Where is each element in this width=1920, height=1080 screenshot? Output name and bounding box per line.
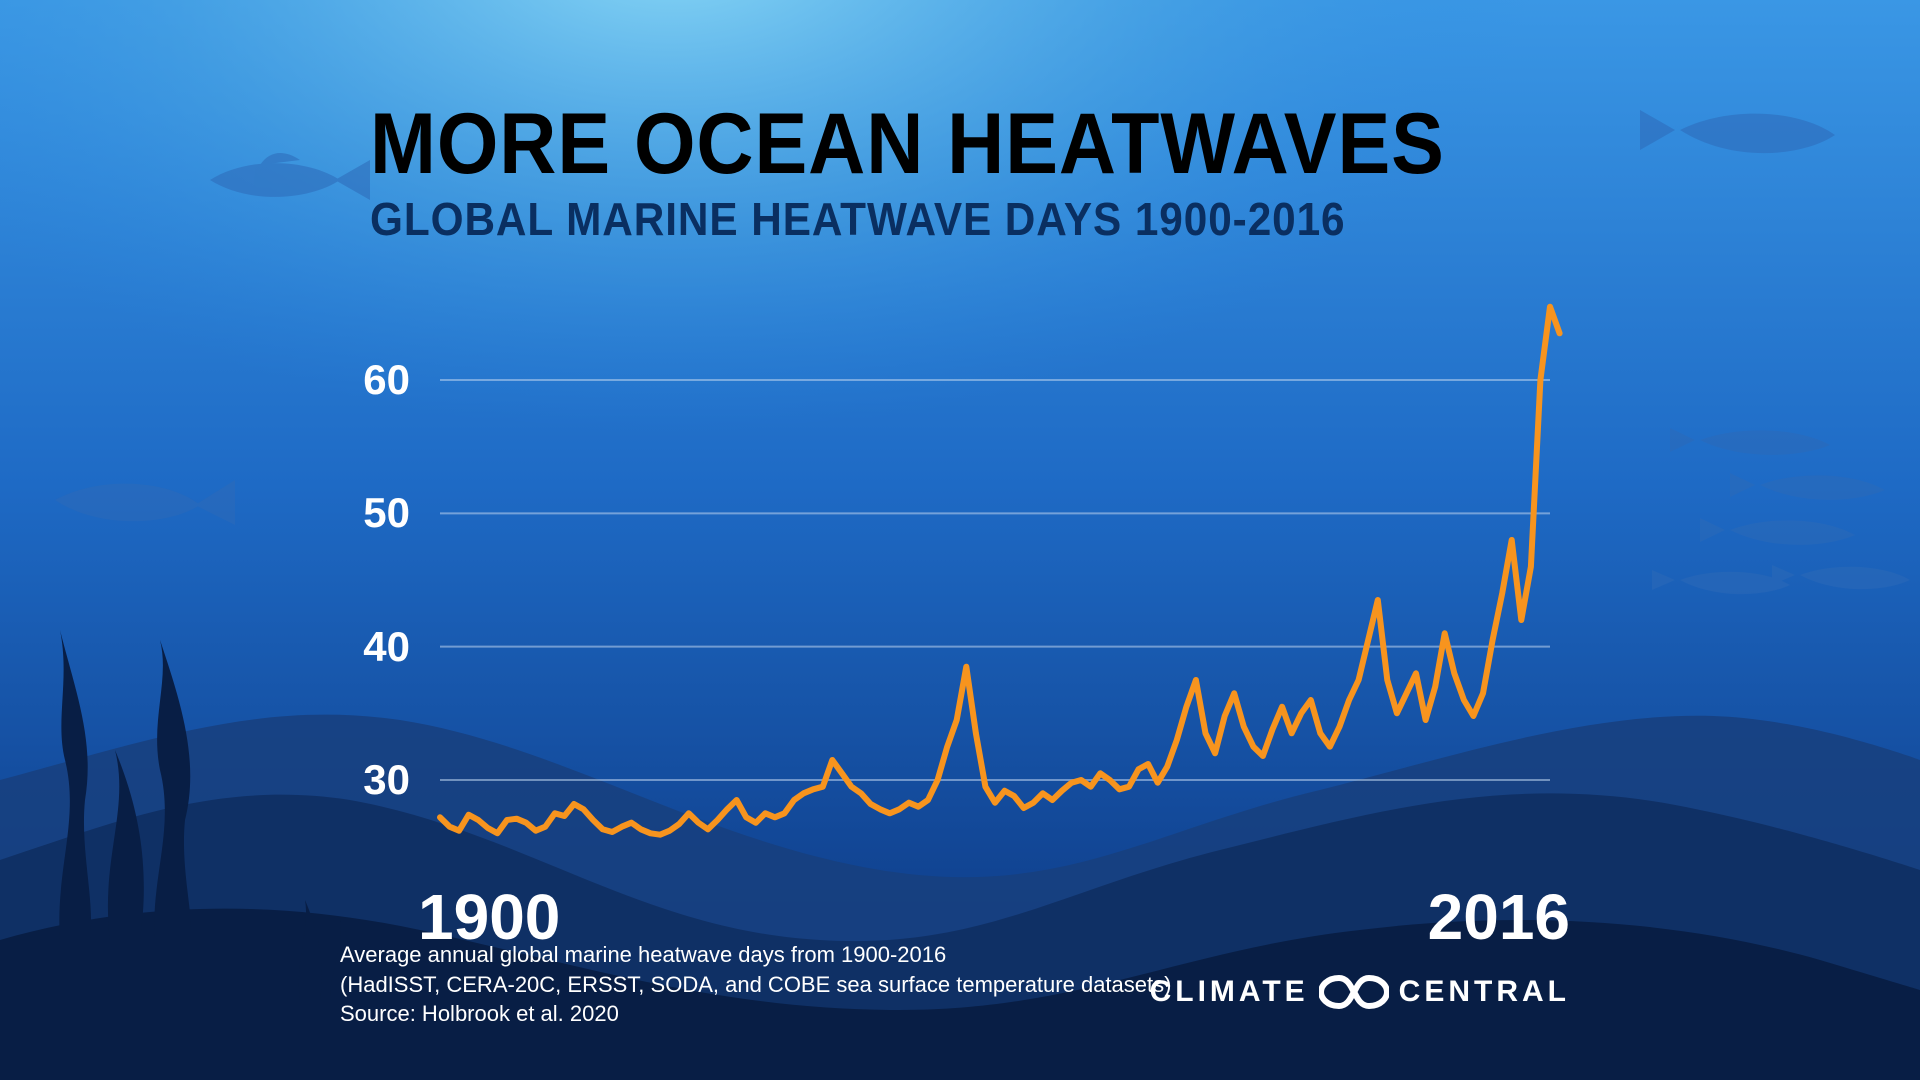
content-layer: MORE OCEAN HEATWAVES GLOBAL MARINE HEATW… xyxy=(0,0,1920,1080)
infinity-icon xyxy=(1319,974,1389,1010)
y-tick-label: 40 xyxy=(363,623,410,671)
footnote: Average annual global marine heatwave da… xyxy=(340,940,1171,1029)
footnote-line-1: Average annual global marine heatwave da… xyxy=(340,940,1171,970)
y-tick-label: 30 xyxy=(363,756,410,804)
brand-text-left: CLIMATE xyxy=(1150,975,1309,1009)
y-tick-label: 60 xyxy=(363,356,410,404)
infographic-stage: MORE OCEAN HEATWAVES GLOBAL MARINE HEATW… xyxy=(0,0,1920,1080)
x-axis-end-label: 2016 xyxy=(1428,880,1570,954)
line-chart: 1900 2016 30405060 xyxy=(340,300,1570,860)
brand-logo: CLIMATE CENTRAL xyxy=(1150,974,1570,1010)
footnote-line-3: Source: Holbrook et al. 2020 xyxy=(340,999,1171,1029)
chart-subtitle: GLOBAL MARINE HEATWAVE DAYS 1900-2016 xyxy=(370,192,1346,246)
brand-text-right: CENTRAL xyxy=(1399,975,1570,1009)
data-line xyxy=(440,307,1560,835)
chart-title: MORE OCEAN HEATWAVES xyxy=(370,95,1445,194)
footnote-line-2: (HadISST, CERA-20C, ERSST, SODA, and COB… xyxy=(340,970,1171,1000)
y-tick-label: 50 xyxy=(363,489,410,537)
